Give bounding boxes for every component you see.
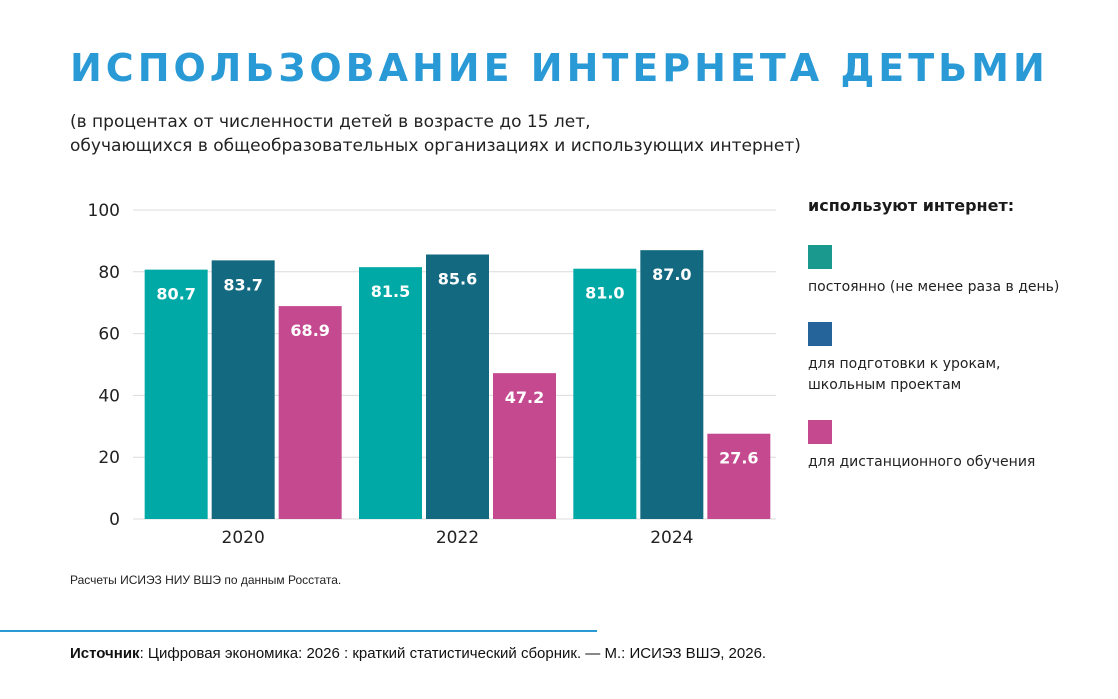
legend-swatch xyxy=(808,322,832,346)
legend-swatch xyxy=(808,420,832,444)
legend-item: постоянно (не менее раза в день) xyxy=(808,245,1108,298)
data-label: 81.0 xyxy=(585,284,624,303)
footnote: Расчеты ИСИЭЗ НИУ ВШЭ по данным Росстата… xyxy=(70,573,342,587)
legend-item: для дистанционного обучения xyxy=(808,420,1108,473)
data-label: 81.5 xyxy=(371,282,410,301)
x-tick-label: 2022 xyxy=(436,528,479,548)
legend-title: используют интернет: xyxy=(808,196,1015,215)
chart-subtitle: (в процентах от численности детей в возр… xyxy=(70,110,801,158)
source-label: Источник xyxy=(70,645,140,662)
divider xyxy=(0,630,597,632)
data-label: 83.7 xyxy=(223,275,262,294)
bar xyxy=(278,306,342,519)
source-citation: Источник: Цифровая экономика: 2026 : кра… xyxy=(70,645,766,662)
y-tick-label: 60 xyxy=(98,325,120,345)
x-tick-label: 2020 xyxy=(222,528,265,548)
bar xyxy=(573,268,637,519)
legend-swatch xyxy=(808,245,832,269)
y-tick-label: 80 xyxy=(98,263,120,283)
data-label: 85.6 xyxy=(438,269,477,288)
bar xyxy=(640,250,704,520)
y-tick-label: 100 xyxy=(88,201,120,221)
source-text: : Цифровая экономика: 2026 : краткий ста… xyxy=(139,645,767,662)
subtitle-line: (в процентах от численности детей в возр… xyxy=(70,112,591,132)
data-label: 80.7 xyxy=(156,285,195,304)
legend-label: для дистанционного обучения xyxy=(808,454,1036,470)
legend-item: для подготовки к урокам, школьным проект… xyxy=(808,322,1108,396)
bar xyxy=(359,267,422,519)
data-label: 87.0 xyxy=(652,265,691,284)
data-label: 47.2 xyxy=(505,388,544,407)
bar xyxy=(707,433,771,519)
y-tick-label: 20 xyxy=(98,448,120,468)
bar xyxy=(493,373,556,519)
y-tick-label: 40 xyxy=(98,386,120,406)
legend: используют интернет: постоянно (не менее… xyxy=(808,196,1108,497)
data-label: 27.6 xyxy=(719,449,758,468)
chart-title: ИСПОЛЬЗОВАНИЕ ИНТЕРНЕТА ДЕТЬМИ xyxy=(70,46,1049,90)
legend-label: для подготовки к урокам, школьным проект… xyxy=(808,356,1001,393)
y-tick-label: 0 xyxy=(109,510,120,530)
subtitle-line: обучающихся в общеобразовательных органи… xyxy=(70,136,801,156)
bar xyxy=(144,269,208,519)
bar xyxy=(211,260,275,519)
data-label: 68.9 xyxy=(290,321,329,340)
bar xyxy=(426,254,489,519)
x-tick-label: 2024 xyxy=(650,528,693,548)
legend-label: постоянно (не менее раза в день) xyxy=(808,279,1060,295)
